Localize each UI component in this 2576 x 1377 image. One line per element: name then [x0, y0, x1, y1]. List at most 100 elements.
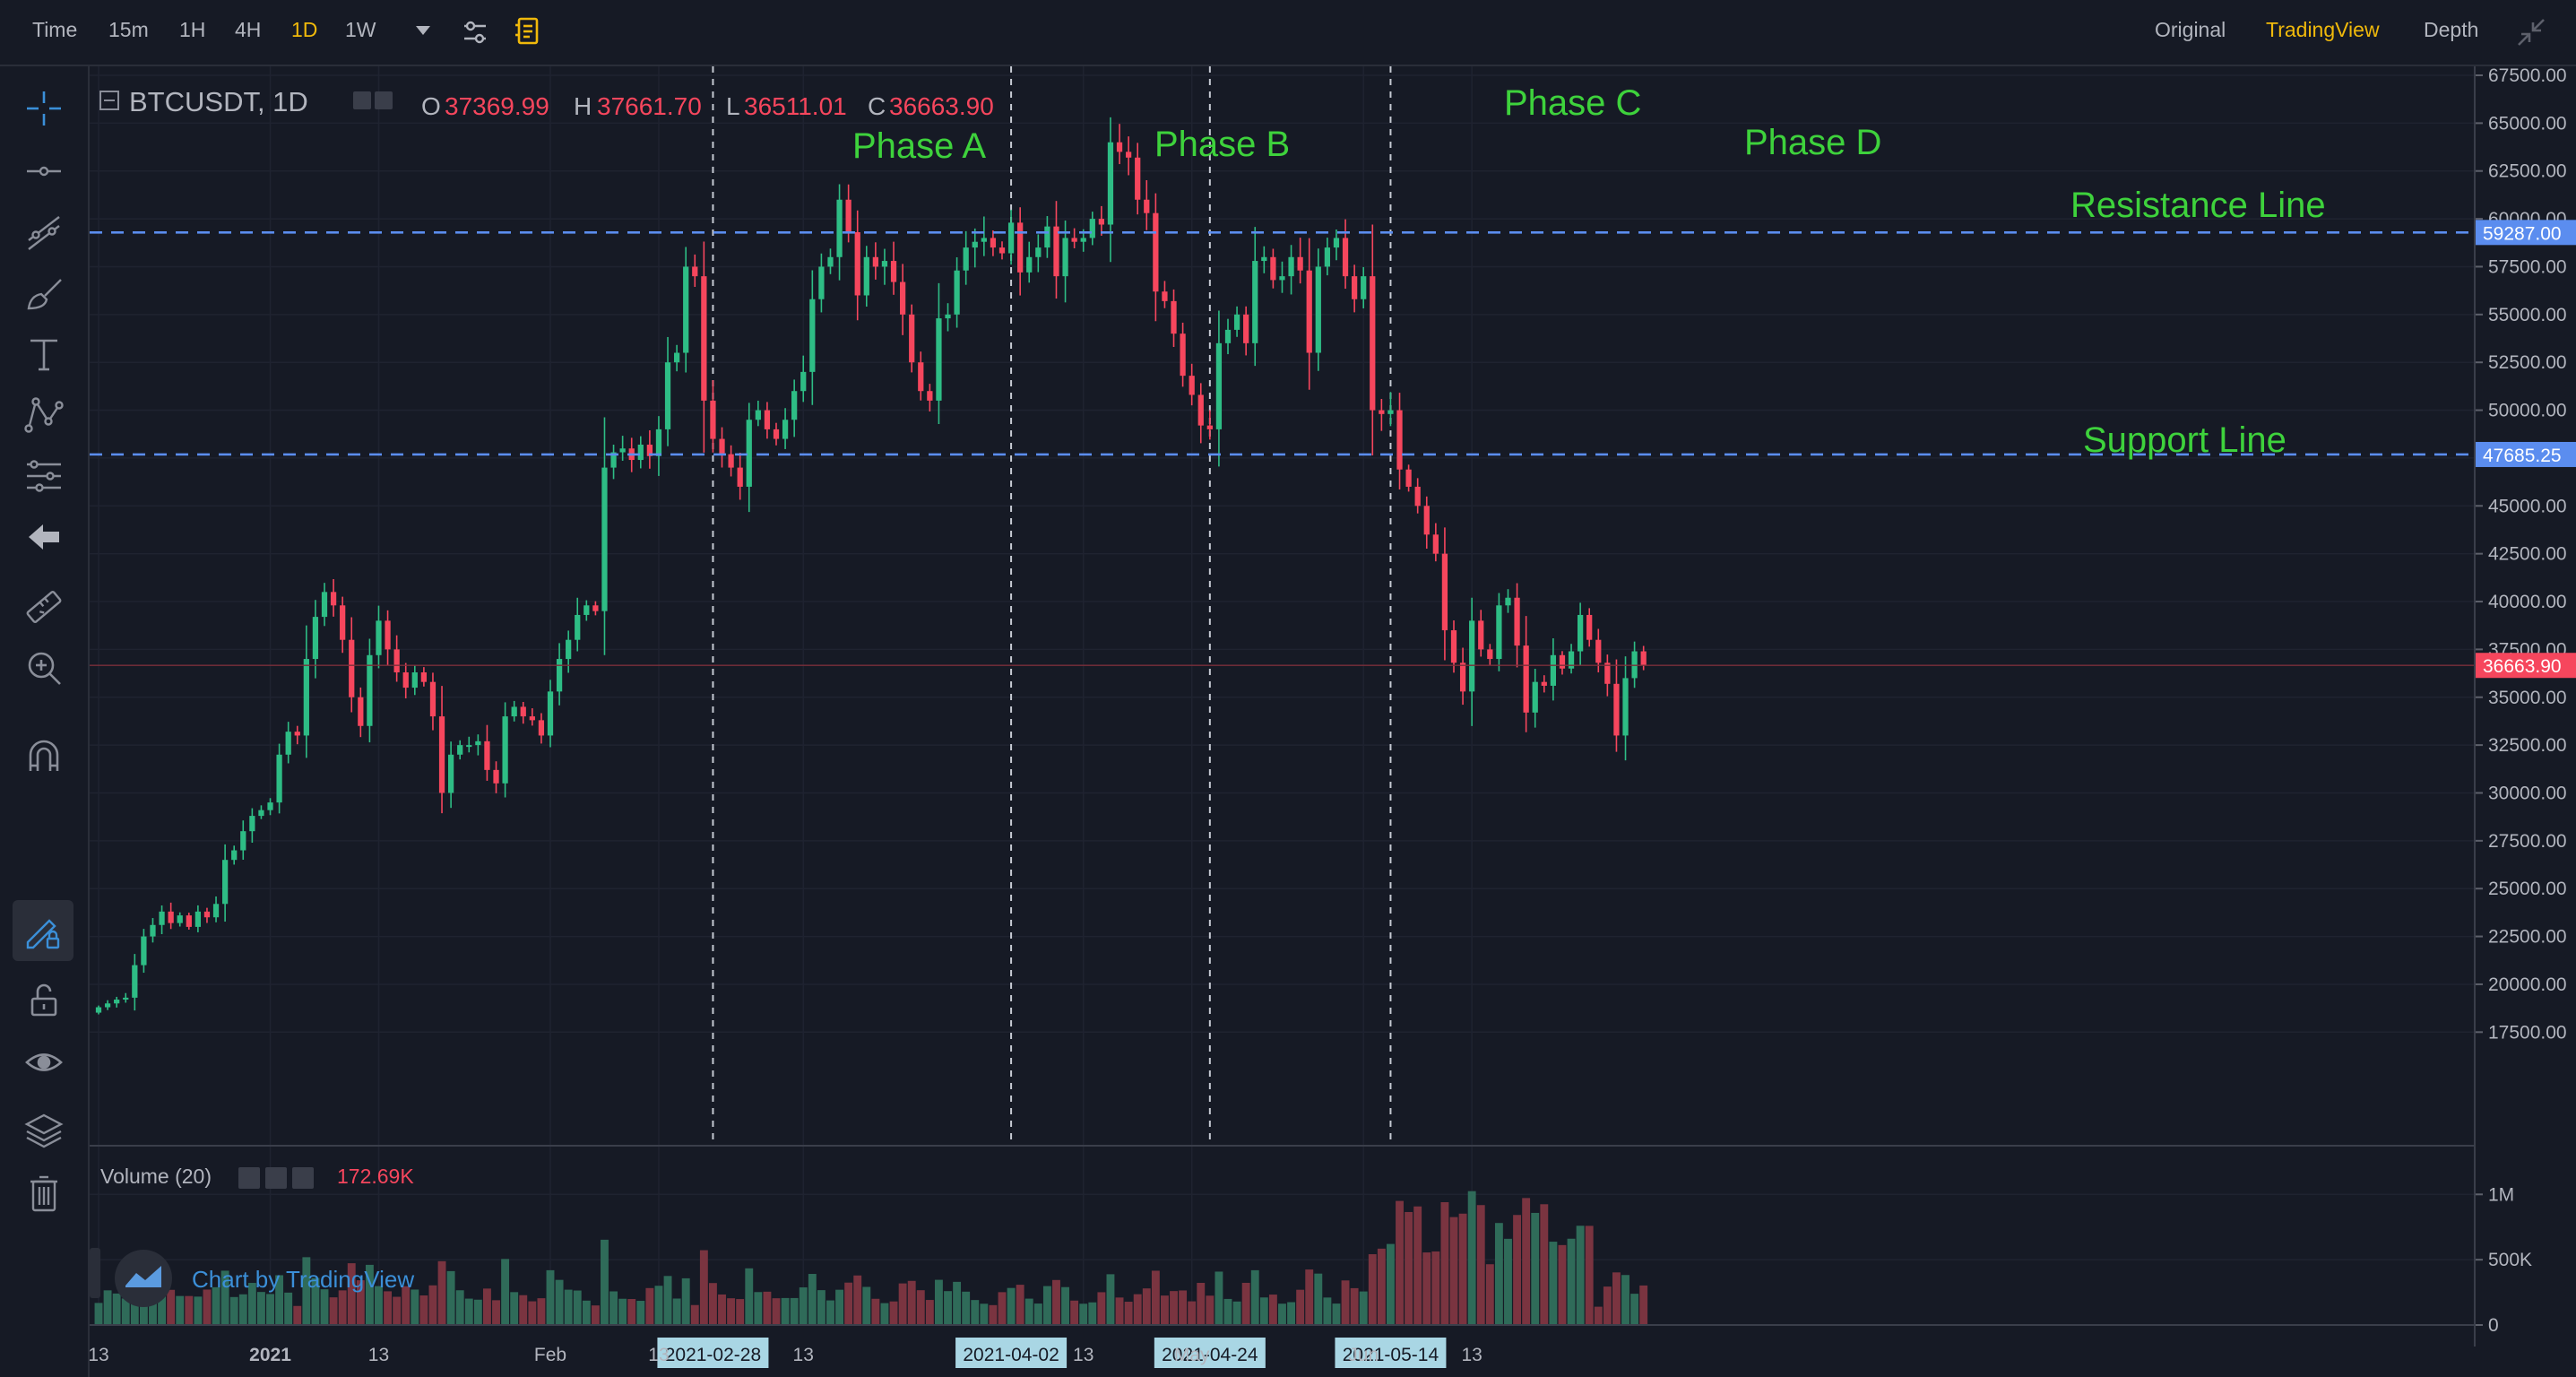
- view-depth[interactable]: Depth: [2424, 18, 2479, 41]
- volume-bar: [1151, 1270, 1160, 1325]
- horizontal-line-icon[interactable]: [22, 149, 66, 194]
- collapse-icon[interactable]: [2515, 16, 2547, 48]
- crosshair-icon[interactable]: [22, 86, 66, 131]
- volume-bar: [212, 1286, 220, 1325]
- chart-notes-icon[interactable]: [513, 16, 541, 47]
- volume-settings-icon[interactable]: [265, 1167, 287, 1189]
- price-tick-label: 65000.00: [2488, 113, 2567, 134]
- candle-body: [1568, 651, 1575, 669]
- volume-bar: [419, 1295, 428, 1325]
- volume-bar: [257, 1292, 265, 1325]
- interval-1h[interactable]: 1H: [179, 18, 206, 41]
- volume-tick-label: 0: [2488, 1315, 2499, 1336]
- fib-tools-icon[interactable]: [22, 454, 66, 498]
- symbol-title: BTCUSDT, 1D: [129, 86, 308, 117]
- indicator-settings-icon[interactable]: [461, 18, 489, 47]
- candle-body: [1252, 261, 1258, 343]
- candle-body: [998, 247, 1006, 254]
- volume-bar: [275, 1275, 284, 1325]
- volume-remove-icon[interactable]: [292, 1167, 314, 1189]
- volume-visibility-icon[interactable]: [238, 1167, 260, 1189]
- unlock-icon[interactable]: [22, 977, 66, 1022]
- volume-bar: [501, 1259, 510, 1325]
- candle-body: [1487, 649, 1493, 660]
- view-tradingview[interactable]: TradingView: [2266, 18, 2380, 41]
- interval-4h[interactable]: 4H: [235, 18, 262, 41]
- chevron-down-icon[interactable]: [414, 24, 432, 37]
- view-original[interactable]: Original: [2155, 18, 2226, 41]
- date-marker-label: 2021-04-24: [1162, 1345, 1258, 1365]
- volume-bar: [220, 1270, 229, 1325]
- volume-bar: [745, 1268, 754, 1325]
- price-axis[interactable]: 17500.00 20000.00 22500.00 25000.00 27500.00…: [2476, 66, 2567, 1043]
- scroll-left-handle[interactable]: [90, 1248, 100, 1298]
- candle-body: [1423, 506, 1430, 535]
- candle-body: [692, 266, 698, 277]
- volume-bar: [1558, 1244, 1567, 1325]
- magnet-icon[interactable]: [22, 733, 66, 778]
- volume-bar: [284, 1292, 293, 1325]
- time-axis[interactable]: 2021-02-28 2021-04-02 2021-04-24 2021-05-14…: [90, 1338, 1482, 1368]
- interval-1w[interactable]: 1W: [345, 18, 376, 41]
- volume-bar: [1106, 1274, 1115, 1325]
- eye-icon[interactable]: [22, 1040, 66, 1085]
- legend-settings-icon[interactable]: [353, 91, 371, 109]
- candle-body: [321, 592, 328, 618]
- layers-icon[interactable]: [22, 1108, 66, 1153]
- candle-body: [231, 850, 238, 861]
- candle-body: [168, 911, 174, 923]
- watermark-text: Chart by TradingView: [192, 1266, 414, 1293]
- candle-body: [881, 261, 888, 267]
- candle-body: [340, 605, 346, 640]
- trend-lines-icon[interactable]: [22, 210, 66, 255]
- volume-bar: [1197, 1282, 1206, 1325]
- candle-body: [285, 732, 291, 755]
- volume-bar: [998, 1292, 1007, 1325]
- volume-bar: [844, 1282, 853, 1325]
- interval-time[interactable]: Time: [32, 18, 78, 41]
- pattern-icon[interactable]: [22, 393, 66, 437]
- ohlc-low: 36511.01: [744, 92, 847, 120]
- interval-15m[interactable]: 15m: [108, 18, 149, 41]
- resistance-price-tag: 59287.00: [2476, 220, 2576, 246]
- volume-bar: [1259, 1297, 1268, 1325]
- volume-axis[interactable]: 0 500K 1M: [2476, 1184, 2532, 1336]
- brush-icon[interactable]: [22, 271, 66, 316]
- volume-bar: [464, 1298, 473, 1325]
- volume-bar: [1449, 1217, 1458, 1325]
- price-tick-label: 42500.00: [2488, 544, 2567, 565]
- candle-body: [538, 720, 545, 736]
- interval-1d[interactable]: 1D: [291, 18, 318, 41]
- text-icon[interactable]: [22, 332, 66, 377]
- candle-body: [376, 620, 382, 655]
- volume-bar: [537, 1298, 546, 1325]
- price-chart[interactable]: 17500.00 20000.00 22500.00 25000.00 27500.00…: [90, 66, 2576, 1377]
- ohlc-c-label: C: [868, 92, 886, 120]
- volume-bar: [645, 1287, 654, 1325]
- candle-body: [583, 605, 590, 615]
- volume-bar: [1170, 1291, 1178, 1325]
- candle-body: [132, 965, 138, 998]
- candle-body: [1288, 256, 1294, 277]
- volume-bar: [1016, 1285, 1024, 1325]
- volume-bar: [185, 1295, 194, 1325]
- back-arrow-icon[interactable]: [22, 515, 66, 559]
- candle-body: [1189, 376, 1195, 395]
- collapse-legend-icon[interactable]: [99, 91, 119, 110]
- candle-body: [854, 232, 860, 296]
- volume-bar: [519, 1295, 528, 1325]
- candle-body: [1351, 276, 1358, 299]
- support-price-label: 47685.25: [2483, 446, 2562, 466]
- candle-body: [221, 860, 229, 905]
- legend-gear-icon[interactable]: [375, 91, 393, 109]
- tradingview-watermark[interactable]: Chart by TradingView: [115, 1250, 414, 1307]
- volume-bar: [1405, 1211, 1413, 1325]
- volume-bar: [203, 1289, 212, 1325]
- lock-drawing-icon[interactable]: [13, 900, 73, 961]
- volume-bar: [1567, 1238, 1576, 1325]
- candle-body: [1116, 142, 1123, 152]
- trash-icon[interactable]: [22, 1171, 66, 1216]
- candle-body: [1640, 651, 1647, 666]
- zoom-in-icon[interactable]: [22, 645, 66, 690]
- ruler-icon[interactable]: [22, 585, 66, 629]
